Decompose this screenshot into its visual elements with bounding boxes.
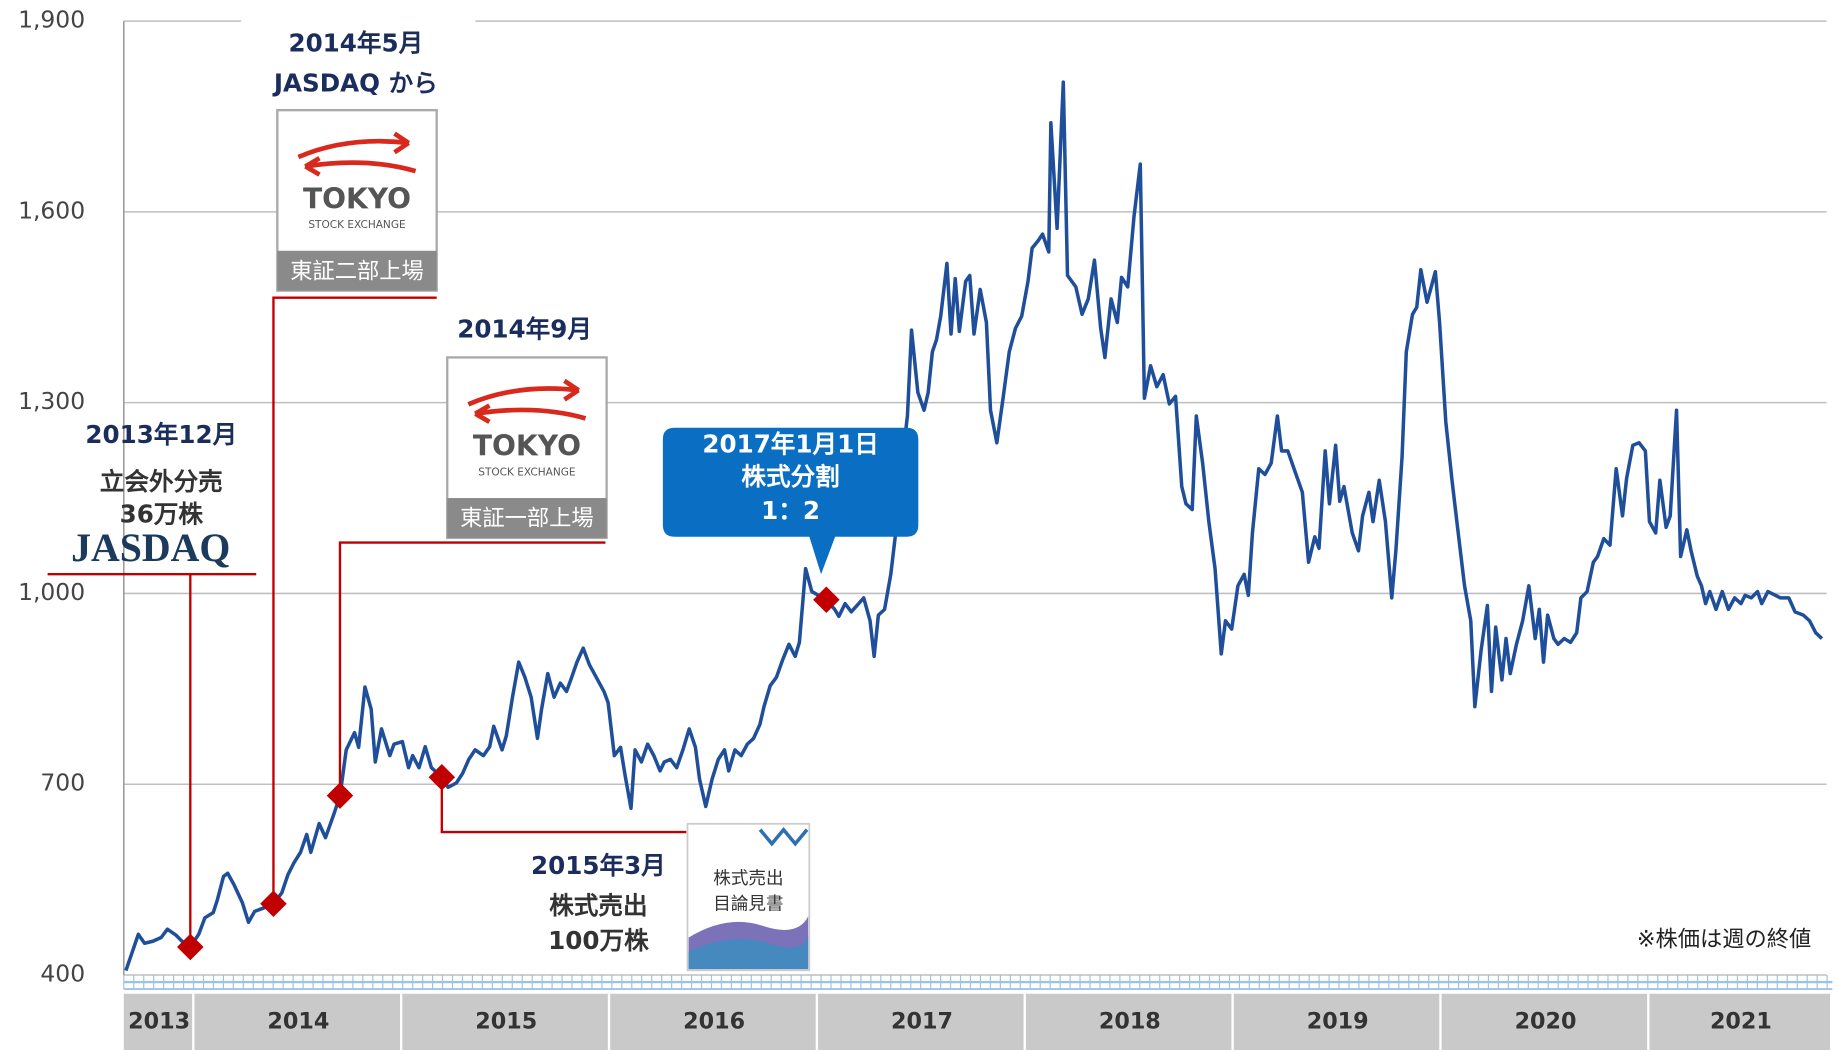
event-label: 2014年5月: [288, 29, 423, 58]
event-label: 2014年9月: [457, 314, 592, 343]
logo-text: 東証一部上場: [460, 506, 594, 532]
event-label: JASDAQ から: [272, 68, 438, 97]
event-label: 36万株: [120, 500, 204, 529]
event-marker: [326, 782, 354, 809]
year-band: [1233, 993, 1440, 1050]
logo-text: TOKYO: [303, 182, 411, 215]
x-tick-label: 2017: [891, 1008, 953, 1034]
y-tick-label: 400: [40, 960, 85, 988]
callout: [662, 427, 919, 575]
doc-text: 株式売出: [713, 869, 783, 889]
y-tick-label: 1,900: [18, 6, 85, 34]
doc-icon: [758, 826, 809, 847]
leader-line: [47, 573, 257, 948]
callout-text: 1：2: [761, 496, 820, 525]
logo-text: STOCK EXCHANGE: [478, 466, 575, 478]
x-tick-label: 2016: [683, 1008, 745, 1034]
x-tick-label: 2015: [475, 1008, 537, 1034]
y-tick-label: 700: [40, 769, 85, 797]
x-tick-label: 2020: [1515, 1008, 1577, 1034]
logo-text: TOKYO: [473, 430, 581, 463]
year-band: [1441, 993, 1648, 1050]
x-tick-label: 2018: [1099, 1008, 1161, 1034]
x-tick-label: 2013: [128, 1008, 190, 1034]
event-marker: [813, 586, 840, 614]
event-label: 2015年3月: [531, 851, 666, 880]
x-tick-label: 2019: [1307, 1008, 1369, 1034]
price-line: [124, 80, 1824, 972]
event-label: 2013年12月: [85, 420, 237, 449]
leader-line: [440, 777, 687, 834]
event-marker: [260, 890, 287, 918]
logo-arrow: [297, 131, 410, 160]
y-tick-label: 1,000: [18, 578, 85, 606]
doc-wave: [688, 935, 809, 970]
year-band: [402, 993, 608, 1050]
logo-arrow: [304, 156, 417, 177]
callout-text: 2017年1月1日: [702, 429, 878, 458]
year-band: [123, 993, 193, 1050]
event-label: 株式売出: [549, 891, 647, 920]
logo-arrow: [467, 378, 580, 407]
logo-text: STOCK EXCHANGE: [308, 219, 405, 231]
leader-line: [272, 296, 437, 904]
x-tick-label: 2014: [267, 1008, 329, 1034]
y-tick-label: 1,600: [18, 196, 85, 224]
logo-text: 東証二部上場: [290, 258, 424, 284]
doc-text: 目論見書: [713, 895, 783, 915]
logo-band: [447, 498, 607, 538]
logo-band: [277, 250, 437, 291]
x-tick-label: 2021: [1710, 1008, 1772, 1034]
event-marker: [177, 933, 204, 961]
year-band: [1649, 993, 1831, 1050]
callout-text: 株式分割: [741, 462, 839, 491]
y-tick-label: 1,300: [18, 387, 85, 415]
logo-text: JASDAQ: [71, 525, 230, 570]
note: ※株価は週の終値: [1637, 926, 1811, 952]
label-backdrop: [240, 11, 476, 106]
year-band: [818, 993, 1024, 1050]
year-band: [610, 993, 816, 1050]
event-label: 100万株: [548, 926, 649, 955]
event-marker: [428, 763, 456, 791]
leader-line: [338, 541, 606, 796]
year-band: [1025, 993, 1232, 1050]
year-band: [194, 993, 400, 1050]
event-label: 立会外分売: [100, 467, 223, 496]
logo-arrow: [474, 403, 587, 424]
